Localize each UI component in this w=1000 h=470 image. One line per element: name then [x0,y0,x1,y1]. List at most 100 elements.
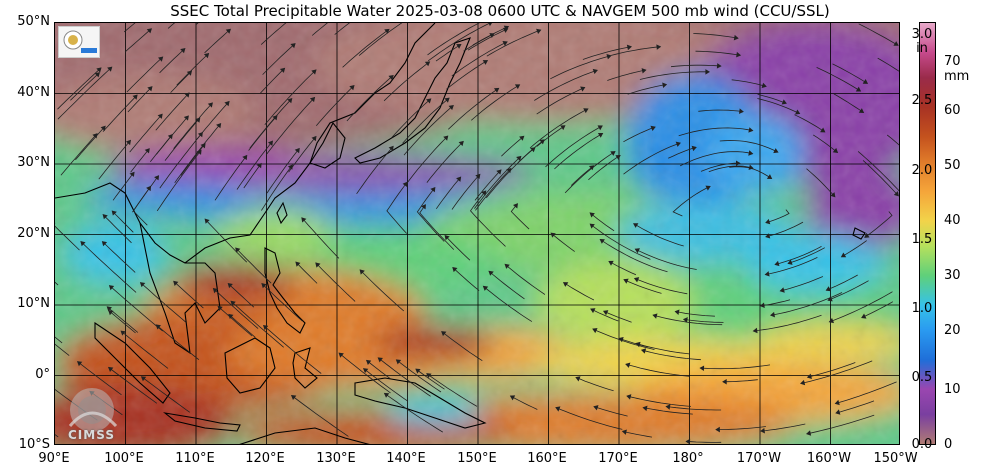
wind-arrowhead [111,210,117,216]
wind-streamline [700,162,740,172]
wind-arrowhead [606,54,612,60]
wind-streamline [719,140,779,153]
wind-streamline [729,166,772,179]
wind-streamline [402,97,450,144]
wind-arrowhead [665,404,671,410]
wind-streamline [159,48,186,74]
wind-streamline [108,367,158,404]
wind-streamline [633,223,684,247]
wind-streamline [156,149,202,212]
wind-streamline [625,363,690,377]
wind-arrowhead [388,145,394,151]
wind-arrowhead [516,155,522,161]
wind-arrowhead [456,43,462,49]
wind-streamline [334,23,350,35]
wind-arrowhead [806,373,812,379]
wind-streamline [235,247,272,284]
wind-streamline [260,23,287,45]
wind-arrowhead [774,260,780,267]
wind-arrowhead [448,104,454,111]
wind-streamline [446,60,488,90]
wind-streamline [550,232,575,252]
wind-arrowhead [597,125,603,131]
lon-label-130e: 130°E [316,451,356,466]
wind-streamline [416,187,445,242]
wind-streamline [384,392,444,433]
wind-streamline [405,135,449,186]
wind-arrowhead [626,394,632,400]
wind-streamline [261,283,303,322]
wind-streamline [588,155,621,181]
wind-arrowhead [458,140,464,147]
colorbar-mm-unit: mm [944,69,970,84]
wind-arrowhead [107,66,113,72]
wind-streamline [159,132,203,189]
wind-streamline [301,217,340,259]
wind-arrowhead [560,125,566,131]
wind-streamline [550,55,612,80]
product-title: SSEC Total Precipitable Water 2025-03-08… [170,2,830,20]
wind-arrowhead [294,147,300,154]
wind-streamline [227,283,255,308]
wind-arrowhead [623,278,629,284]
wind-streamline [173,281,204,309]
wind-streamline [861,301,894,319]
wind-streamline [127,86,153,113]
lon-label-160w: 160°W [806,451,852,466]
wind-streamline [228,314,256,338]
cimss-logo-text: CIMSS [68,428,115,442]
wind-streamline [582,46,632,60]
wind-streamline [716,426,766,430]
wind-streamline [259,68,285,94]
wind-streamline [140,282,186,323]
wind-streamline [204,218,248,263]
wind-arrowhead [625,362,631,368]
wind-arrowhead [752,327,758,334]
lat-label-equator: 0° [35,367,50,382]
philippines-coast [264,247,306,334]
wind-arrowhead [301,217,307,223]
wind-streamline [265,97,315,156]
wind-streamline [130,148,150,173]
wind-arrowhead [705,185,711,191]
wind-streamline [536,87,585,115]
wind-arrowhead [633,277,640,283]
lon-label-100e: 100°E [104,451,144,466]
wind-streamline [288,136,317,173]
wind-streamline [108,310,136,334]
wind-streamline [452,267,480,291]
wind-arrowhead [139,282,146,288]
wind-arrowhead [592,68,598,75]
wind-streamline [356,146,394,195]
tpw-map[interactable] [54,22,900,445]
wind-streamline [826,274,858,291]
lon-label-90e: 90°E [38,451,70,466]
wind-streamline [124,28,152,53]
wind-streamline [475,168,512,211]
wind-arrowhead [705,69,710,75]
australia-coast [239,427,370,444]
wind-streamline [266,148,300,194]
sumatra-coast [94,321,171,404]
wind-streamline [622,430,653,438]
hawaii-coast [852,227,866,240]
wind-arrowhead [147,86,153,92]
wind-arrowhead [443,135,449,141]
wind-streamline [451,174,481,210]
wind-arrowhead [773,148,779,154]
wind-streamline [391,98,432,138]
wind-arrowhead [787,259,793,265]
wind-arrowhead [504,263,510,269]
wind-streamline [683,318,724,323]
lon-label-160e: 160°E [527,451,567,466]
wind-arrowhead [482,285,489,291]
wind-streamline [635,248,697,270]
wind-streamline [679,151,753,167]
wind-streamline [102,214,132,244]
lat-label-30n: 30°N [17,155,50,170]
pixel-noise-texture [55,23,899,444]
wind-arrowhead [519,135,525,141]
wind-streamline [176,53,209,86]
wind-streamline [435,176,462,210]
wind-streamline [55,336,63,344]
